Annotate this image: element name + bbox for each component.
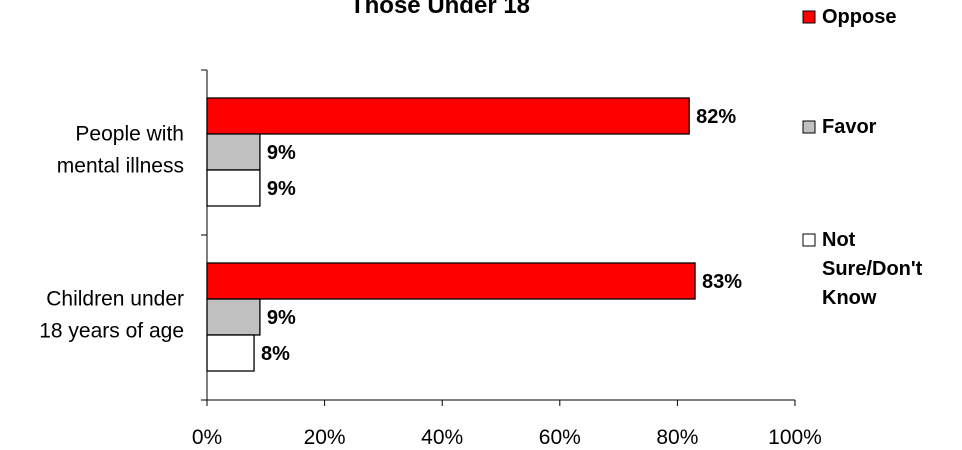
x-tick-label: 20% bbox=[304, 426, 346, 449]
legend-label: Sure/Don't bbox=[822, 258, 923, 280]
category-label: People with bbox=[75, 123, 184, 146]
category-label: mental illness bbox=[57, 155, 184, 178]
category-label: Children under bbox=[46, 288, 184, 311]
bar bbox=[206, 298, 261, 336]
legend-swatch bbox=[802, 10, 816, 24]
bar bbox=[206, 97, 690, 135]
data-label: 9% bbox=[267, 307, 296, 329]
legend-swatch bbox=[802, 233, 816, 247]
chart-title: Those Under 18 bbox=[350, 0, 530, 19]
bars bbox=[206, 97, 696, 372]
legend-swatch bbox=[802, 120, 816, 134]
data-label: 9% bbox=[267, 142, 296, 164]
bar bbox=[206, 262, 696, 300]
x-tick-label: 60% bbox=[539, 426, 581, 449]
x-tick-label: 80% bbox=[656, 426, 698, 449]
data-label: 9% bbox=[267, 178, 296, 200]
x-tick-label: 40% bbox=[421, 426, 463, 449]
data-label: 83% bbox=[702, 271, 742, 293]
bar bbox=[206, 334, 255, 372]
bar bbox=[206, 133, 261, 171]
x-tick-label: 100% bbox=[768, 426, 822, 449]
data-label: 82% bbox=[696, 106, 736, 128]
bar bbox=[206, 169, 261, 207]
labels: People with mental illness Children under 1… bbox=[39, 106, 742, 365]
legend: Oppose Favor Not Sure/Don't Know bbox=[802, 6, 923, 309]
axes: 0% 20% 40% 60% 80% 100% bbox=[192, 69, 822, 449]
data-label: 8% bbox=[261, 343, 290, 365]
category-label: 18 years of age bbox=[39, 320, 184, 343]
legend-label: Favor bbox=[822, 116, 877, 138]
legend-label: Not bbox=[822, 229, 856, 251]
legend-label: Know bbox=[822, 287, 877, 309]
x-tick-label: 0% bbox=[192, 426, 222, 449]
legend-label: Oppose bbox=[822, 6, 896, 28]
